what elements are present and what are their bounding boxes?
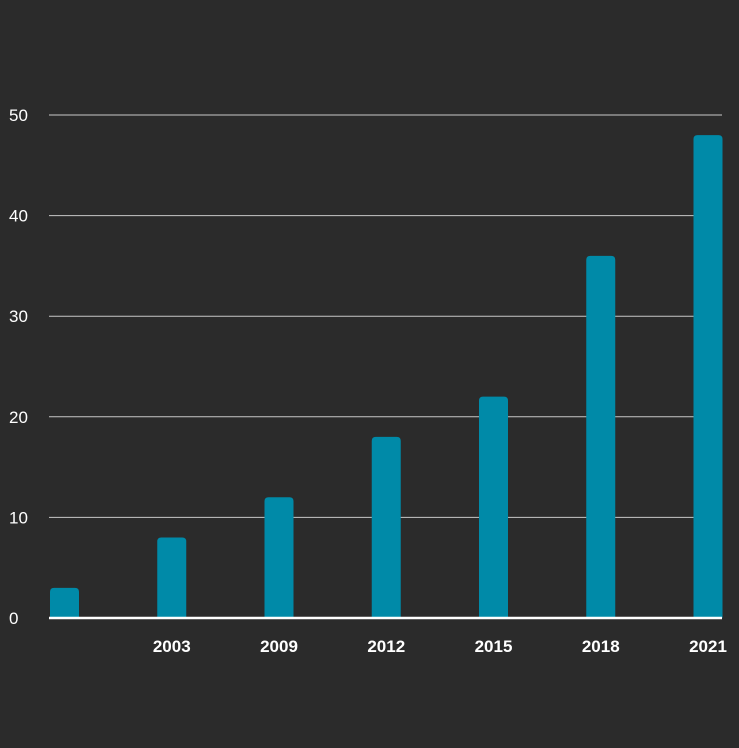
y-tick-label-0: 0 (9, 609, 18, 628)
bar-2012 (371, 436, 401, 618)
bar-2003 (157, 537, 187, 618)
x-tick-label-2015: 2015 (475, 637, 513, 656)
bar-2015 (479, 396, 508, 618)
y-tick-label-20: 20 (9, 408, 28, 427)
y-tick-label-40: 40 (9, 207, 28, 226)
bar-2018 (586, 255, 616, 618)
bar-first (50, 587, 79, 618)
y-tick-label-50: 50 (9, 106, 28, 125)
x-tick-label-2018: 2018 (582, 637, 620, 656)
bar-2021 (693, 135, 723, 618)
y-axis-ticks: 0 10 20 30 40 50 (9, 106, 28, 628)
bar-2009 (264, 497, 294, 618)
x-axis-labels: 2003 2009 2012 2015 2018 2021 (153, 637, 727, 656)
y-tick-label-10: 10 (9, 508, 28, 527)
y-tick-label-30: 30 (9, 307, 28, 326)
bars (50, 135, 723, 618)
x-tick-label-2009: 2009 (260, 637, 298, 656)
x-tick-label-2003: 2003 (153, 637, 191, 656)
x-tick-label-2021: 2021 (689, 637, 727, 656)
x-tick-label-2012: 2012 (367, 637, 405, 656)
